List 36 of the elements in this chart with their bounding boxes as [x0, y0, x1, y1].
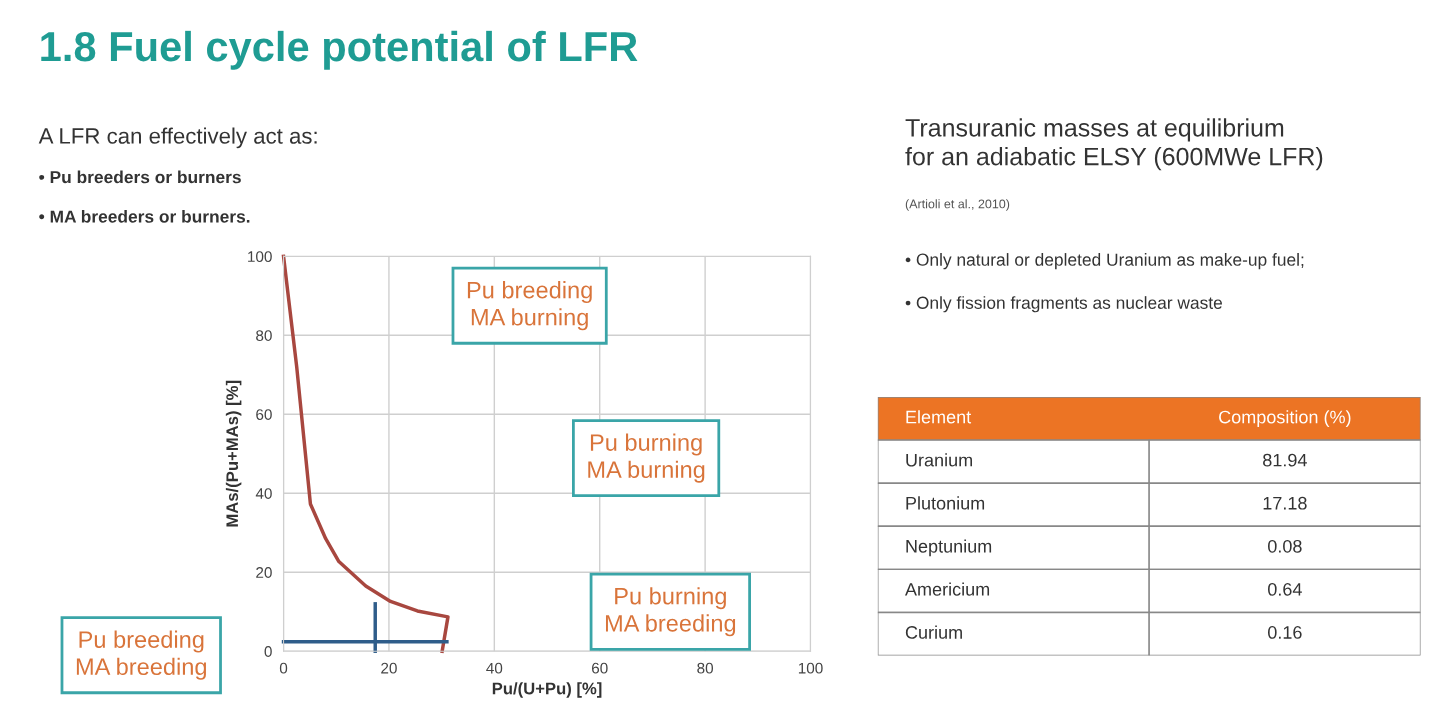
text: Pu breeding MA breeding	[76, 630, 207, 680]
data-label: 17.18	[1263, 496, 1307, 510]
x-tick-label: 40	[486, 662, 503, 674]
data-label: 81.94	[1263, 453, 1307, 467]
y-axis-title: MAs/(Pu+MAs) [%]	[225, 380, 242, 527]
annotation: Pu burning MA breeding	[605, 587, 736, 637]
x-axis-title: Pu/(U+Pu) [%]	[492, 682, 602, 698]
x-tick-label: 100	[798, 662, 823, 674]
y-tick-label: 100	[248, 251, 272, 263]
x-tick-label: 0	[279, 662, 288, 674]
y-tick-label: 40	[255, 488, 272, 499]
data-label: 0.64	[1268, 582, 1302, 596]
category-label: Curium	[905, 625, 962, 639]
category-label: Plutonium	[906, 496, 985, 510]
x-tick-label: 80	[697, 662, 714, 674]
chart-title: 1.8 Fuel cycle potential of LFR	[41, 30, 638, 70]
x-tick-label: 20	[381, 662, 397, 674]
y-tick-label: 60	[256, 409, 272, 420]
category-label: Uranium	[906, 453, 972, 467]
x-tick-label: 60	[592, 662, 608, 674]
data-label: 0.08	[1268, 539, 1302, 553]
y-tick-label: 0	[264, 646, 272, 657]
text: • Only fission fragments as nuclear waste	[905, 296, 1222, 313]
annotation: Pu breeding MA burning	[467, 281, 592, 331]
text: A LFR can effectively act as: • Pu breeders or burners • MA breeders or burners.	[38, 127, 317, 223]
text: • Only natural or depleted Uranium as make-up fuel;	[905, 253, 1304, 270]
category-label: Americium	[904, 582, 990, 596]
text: (Artioli et al., 2010)	[905, 199, 1010, 211]
text: Composition (%)	[1219, 410, 1351, 428]
y-tick-label: 80	[256, 330, 272, 341]
data-label: 0.16	[1268, 626, 1302, 639]
category-label: Neptunium	[906, 539, 992, 557]
text: Transuranic masses at equilibrium for an adiabatic ELSY (600MWe LFR)	[905, 118, 1323, 171]
y-tick-label: 20	[256, 567, 272, 578]
text: Element	[906, 410, 972, 424]
annotation: Pu burning MA burning	[588, 433, 705, 483]
